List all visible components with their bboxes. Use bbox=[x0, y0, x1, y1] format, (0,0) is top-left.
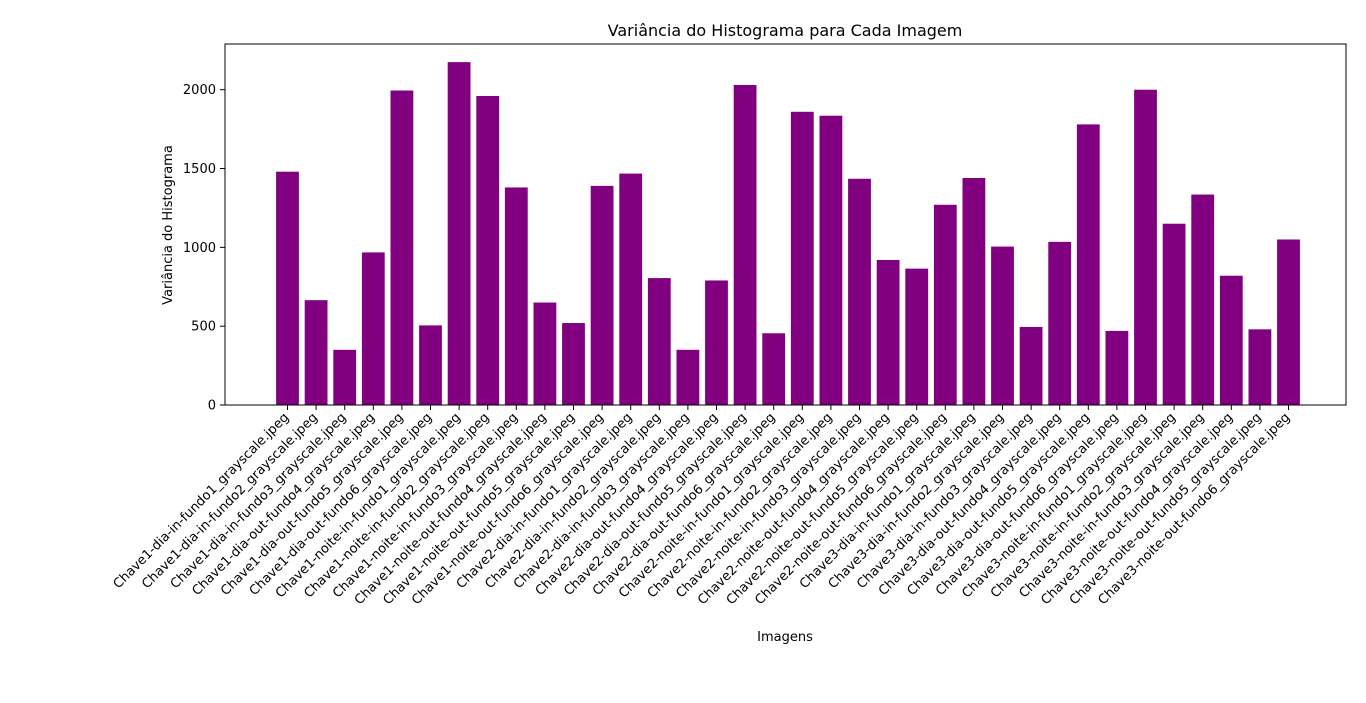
bar-22 bbox=[876, 259, 900, 405]
bar-12 bbox=[590, 185, 614, 405]
bar-5 bbox=[390, 90, 414, 405]
bar-24 bbox=[933, 204, 957, 405]
bar-9 bbox=[504, 187, 528, 405]
bar-18 bbox=[762, 333, 786, 405]
bar-7 bbox=[447, 62, 471, 405]
y-axis: 0 500 1000 1500 2000 bbox=[183, 83, 225, 414]
bar-32 bbox=[1162, 223, 1186, 405]
bar-33 bbox=[1191, 194, 1215, 405]
bars-group bbox=[276, 62, 1300, 406]
y-tick-label-4: 1500 bbox=[183, 162, 216, 177]
bar-15 bbox=[676, 349, 700, 405]
bar-10 bbox=[533, 302, 557, 405]
bar-23 bbox=[905, 268, 929, 405]
x-axis: Chave1-dia-in-fundo1_grayscale.jpegChave… bbox=[111, 405, 1293, 608]
bar-35 bbox=[1248, 329, 1272, 405]
bar-34 bbox=[1219, 275, 1243, 405]
y-axis-label: Variância do Histograma bbox=[161, 145, 176, 305]
bar-25 bbox=[962, 178, 986, 405]
bar-3 bbox=[333, 349, 357, 405]
chart-title: Variância do Histograma para Cada Imagem bbox=[608, 21, 963, 40]
bar-16 bbox=[705, 280, 728, 405]
bar-13 bbox=[619, 173, 643, 405]
bar-17 bbox=[733, 84, 757, 406]
bar-30 bbox=[1105, 330, 1129, 405]
y-tick-label-1: 0 bbox=[208, 399, 216, 414]
bar-31 bbox=[1134, 89, 1157, 405]
y-tick-label-3: 1000 bbox=[183, 241, 216, 256]
x-axis-label: Imagens bbox=[757, 630, 813, 645]
bar-29 bbox=[1076, 124, 1100, 406]
bar-26 bbox=[991, 246, 1014, 405]
y-tick-label-2: 500 bbox=[191, 320, 216, 335]
plot-area-frame bbox=[224, 43, 1347, 406]
y-tick-label-5: 2000 bbox=[183, 83, 216, 98]
bar-36 bbox=[1277, 239, 1300, 405]
bar-11 bbox=[562, 323, 585, 405]
bar-1 bbox=[276, 171, 299, 405]
bar-28 bbox=[1048, 241, 1072, 405]
bar-8 bbox=[476, 96, 500, 406]
bar-20 bbox=[819, 115, 843, 405]
bar-4 bbox=[361, 252, 385, 405]
bar-6 bbox=[419, 325, 442, 405]
bar-27 bbox=[1019, 326, 1043, 405]
bar-19 bbox=[790, 111, 814, 405]
bar-21 bbox=[848, 178, 871, 405]
bar-2 bbox=[304, 300, 328, 405]
bar-14 bbox=[647, 278, 671, 405]
